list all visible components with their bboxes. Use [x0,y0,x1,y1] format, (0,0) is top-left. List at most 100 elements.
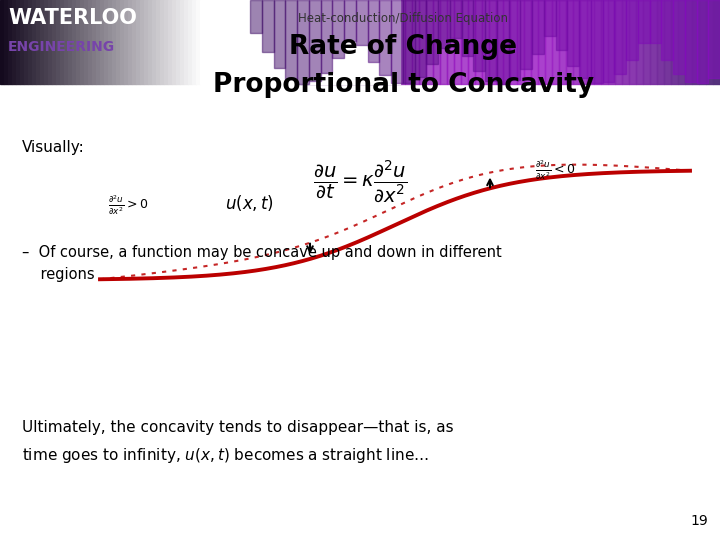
Bar [56,0,60,84]
Bar [538,0,545,84]
Bar [377,0,384,84]
Bar [508,0,521,80]
Bar [124,0,128,84]
Bar [503,0,510,84]
Bar [328,0,335,84]
Bar [320,0,332,72]
Bar [594,0,601,84]
Bar [544,0,556,36]
Bar [140,0,144,84]
Bar [615,0,622,84]
Bar [40,0,44,84]
Bar [144,0,148,84]
Bar [20,0,24,84]
Bar [629,0,636,84]
Bar [614,0,626,74]
Bar [678,0,685,84]
Bar [92,0,96,84]
Bar [188,0,192,84]
Bar [699,0,706,84]
Bar [608,0,615,84]
Bar [713,0,720,84]
Text: ENGINEERING: ENGINEERING [8,40,115,54]
Bar [285,0,297,79]
Bar [671,0,678,84]
Bar [356,0,367,45]
Bar [447,0,454,84]
Bar [156,0,160,84]
Bar [521,0,532,70]
Bar [96,0,100,84]
Bar [4,0,8,84]
Bar [36,0,40,84]
Bar [349,0,356,84]
Bar [415,0,426,77]
Bar [622,0,629,84]
Bar [706,0,713,84]
Bar [391,0,402,83]
Bar [0,0,4,84]
Bar [485,0,497,80]
Bar [426,0,438,64]
Bar [626,0,638,60]
Bar [32,0,36,84]
Bar [601,0,608,84]
Bar [196,0,200,84]
Bar [367,0,379,62]
Bar [664,0,671,84]
Bar [262,0,274,52]
Bar [28,0,32,84]
Bar [64,0,68,84]
Bar [559,0,566,84]
Bar [168,0,172,84]
Bar [72,0,76,84]
Bar [473,0,485,71]
Bar [342,0,349,84]
Text: Heat-conduction/Diffusion Equation: Heat-conduction/Diffusion Equation [298,12,508,25]
Bar [517,0,524,84]
Bar [128,0,132,84]
Bar [497,0,508,84]
Bar [510,0,517,84]
Bar [200,0,400,84]
Text: Rate of Change: Rate of Change [289,34,517,60]
Bar [164,0,168,84]
Bar [384,0,391,84]
Text: WATERLOO: WATERLOO [8,8,137,28]
Bar [402,0,415,83]
Bar [636,0,643,84]
Bar [556,0,567,50]
Bar [573,0,580,84]
Bar [433,0,440,84]
Bar [545,0,552,84]
Bar [314,0,321,84]
Bar [180,0,184,84]
Bar [176,0,180,84]
Bar [52,0,56,84]
Bar [532,0,544,54]
Text: Ultimately, the concavity tends to disappear—that is, as
time goes to infinity, : Ultimately, the concavity tends to disap… [22,420,454,465]
Text: Proportional to Concavity: Proportional to Concavity [212,72,594,98]
Bar [475,0,482,84]
Bar [8,0,12,84]
Text: $\dfrac{\partial u}{\partial t} = \kappa \dfrac{\partial^2 u}{\partial x^2}$: $\dfrac{\partial u}{\partial t} = \kappa… [313,158,407,204]
Bar [160,0,164,84]
Text: Visually:: Visually: [22,140,85,155]
Bar [370,0,377,84]
Bar [579,0,590,78]
Bar [60,0,64,84]
Bar [112,0,116,84]
Bar [108,0,112,84]
Bar [132,0,136,84]
Bar [274,0,285,68]
Text: 19: 19 [690,514,708,528]
Text: $\frac{\partial^2 u}{\partial x^2} > 0$: $\frac{\partial^2 u}{\partial x^2} > 0$ [108,193,148,217]
Bar [250,0,262,33]
Bar [335,0,342,84]
Bar [136,0,140,84]
Bar [643,0,650,84]
Bar [332,0,344,58]
Bar [412,0,419,84]
Bar [638,0,649,43]
Bar [48,0,52,84]
